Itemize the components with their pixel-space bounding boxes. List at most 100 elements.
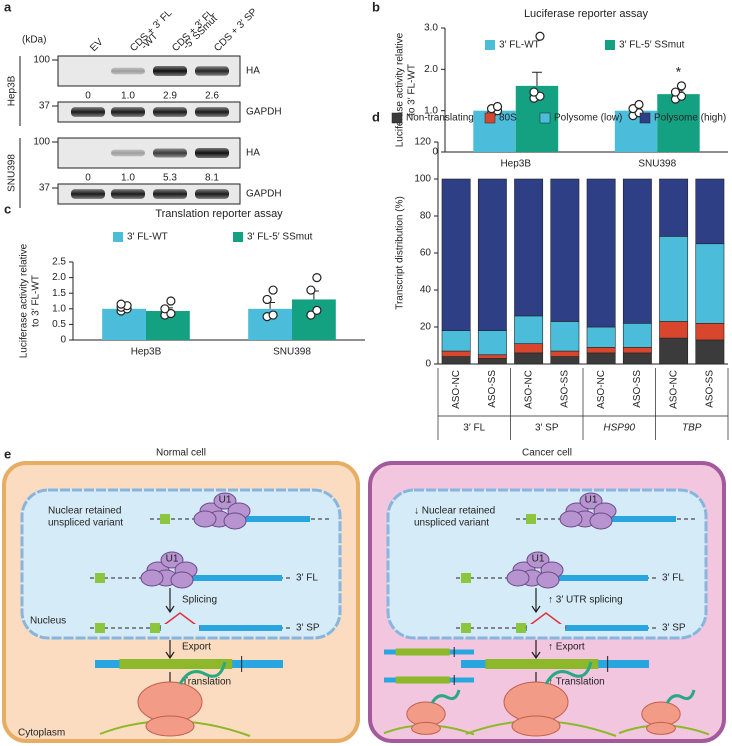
step-label: Splicing bbox=[182, 595, 217, 606]
isoform-label: 3′ SP bbox=[662, 623, 686, 634]
bar-segment bbox=[695, 322, 725, 341]
data-point bbox=[160, 304, 170, 314]
bar-segment bbox=[477, 354, 507, 359]
band bbox=[195, 66, 229, 76]
band bbox=[195, 148, 229, 158]
y-tick-label: 40 bbox=[420, 285, 432, 296]
y-tick-label: 1.0 bbox=[52, 303, 66, 314]
marker-label: 37 bbox=[39, 101, 51, 112]
bar-segment bbox=[441, 356, 471, 365]
arrow bbox=[165, 640, 175, 660]
quantification: 1.0 bbox=[121, 173, 135, 184]
cds bbox=[395, 676, 450, 684]
quantification: 5.3 bbox=[163, 173, 177, 184]
bar-segment bbox=[550, 321, 580, 352]
utr bbox=[172, 575, 282, 581]
protein-label: GAPDH bbox=[246, 107, 282, 118]
chart-title: Translation reporter assay bbox=[155, 208, 283, 220]
ribosome-small bbox=[511, 715, 561, 737]
y-axis-label: Luciferase activity relative bbox=[395, 32, 406, 147]
panel-label: d bbox=[372, 109, 380, 124]
intron-gap bbox=[527, 624, 565, 632]
legend-swatch bbox=[484, 112, 496, 124]
cell-title: Cancer cell bbox=[522, 448, 572, 459]
y-tick-label: 2.0 bbox=[52, 272, 66, 283]
protein-label: HA bbox=[246, 148, 260, 159]
y-tick-label: 0 bbox=[432, 147, 438, 158]
step-label: ↑ Export bbox=[548, 642, 585, 653]
variant-label: unspliced variant bbox=[48, 518, 123, 529]
band bbox=[71, 189, 105, 199]
group-label: HSP90 bbox=[603, 423, 635, 434]
x-tick-label: ASO-NC bbox=[523, 370, 534, 409]
error-bar bbox=[531, 71, 542, 86]
step-label: ↑ 3′ UTR splicing bbox=[548, 595, 623, 606]
quantification: 0 bbox=[85, 173, 91, 184]
cds bbox=[119, 659, 233, 669]
y-tick-label: 80 bbox=[420, 211, 432, 222]
y-tick-label: 100 bbox=[414, 174, 431, 185]
x-tick-label: Hep3B bbox=[500, 159, 531, 170]
x-tick-label: ASO-NC bbox=[596, 370, 607, 409]
legend-swatch bbox=[233, 232, 243, 242]
band bbox=[153, 66, 187, 76]
arrow bbox=[165, 588, 175, 614]
peptide bbox=[665, 689, 696, 704]
bar-segment bbox=[695, 339, 725, 365]
bar bbox=[292, 299, 336, 340]
isoform-label: 3′ FL bbox=[662, 573, 684, 584]
u1-subunit bbox=[170, 571, 194, 589]
step-label: ↑ Translation bbox=[548, 677, 605, 688]
band bbox=[111, 149, 145, 157]
quantification: 2.9 bbox=[163, 91, 177, 102]
u1-subunit bbox=[193, 510, 217, 528]
band bbox=[195, 107, 229, 117]
legend-label: 3′ FL-WT bbox=[127, 232, 168, 243]
x-tick-label: ASO-SS bbox=[632, 370, 643, 408]
u1-label: U1 bbox=[219, 495, 232, 506]
band bbox=[153, 107, 187, 117]
legend-label: 80S bbox=[499, 113, 517, 124]
splice-junction bbox=[159, 612, 201, 629]
cds bbox=[485, 659, 599, 669]
band bbox=[111, 189, 145, 199]
x-tick-label: ASO-NC bbox=[668, 370, 679, 409]
y-axis-label: to 3′ FL-WT bbox=[31, 275, 42, 327]
step-label: Translation bbox=[182, 677, 231, 688]
legend-swatch bbox=[539, 112, 551, 124]
arrow bbox=[531, 640, 541, 660]
splice-junction bbox=[525, 612, 567, 629]
bar-segment bbox=[659, 178, 689, 237]
utr bbox=[238, 516, 310, 522]
group-label: 3′ FL bbox=[463, 423, 485, 434]
panel-label: e bbox=[4, 446, 11, 461]
legend-label: Polysome (high) bbox=[654, 113, 726, 124]
data-point bbox=[306, 285, 316, 295]
quantification: 0 bbox=[85, 91, 91, 102]
bar-segment bbox=[695, 243, 725, 324]
utr bbox=[604, 516, 676, 522]
u1-subunit bbox=[223, 512, 247, 530]
band bbox=[71, 107, 105, 117]
bar-segment bbox=[477, 358, 507, 365]
bar-segment bbox=[514, 343, 544, 354]
legend-label: 3′ FL-WT bbox=[499, 40, 540, 51]
data-point bbox=[535, 31, 545, 41]
bar-segment bbox=[514, 315, 544, 344]
legend-swatch bbox=[639, 112, 651, 124]
panel-label: a bbox=[4, 0, 12, 14]
legend-label: Polysome (low) bbox=[554, 113, 622, 124]
blot bbox=[57, 101, 241, 123]
data-point bbox=[676, 81, 687, 91]
exon bbox=[461, 573, 471, 583]
data-point bbox=[268, 310, 278, 320]
data-point bbox=[306, 310, 316, 320]
u1-subunit bbox=[160, 551, 184, 569]
u1-subunit bbox=[589, 512, 613, 530]
band bbox=[111, 67, 145, 75]
bar-segment bbox=[441, 178, 471, 331]
peptide bbox=[430, 689, 461, 704]
isoform-label: 3′ SP bbox=[296, 623, 320, 634]
protein-label: GAPDH bbox=[246, 189, 282, 200]
